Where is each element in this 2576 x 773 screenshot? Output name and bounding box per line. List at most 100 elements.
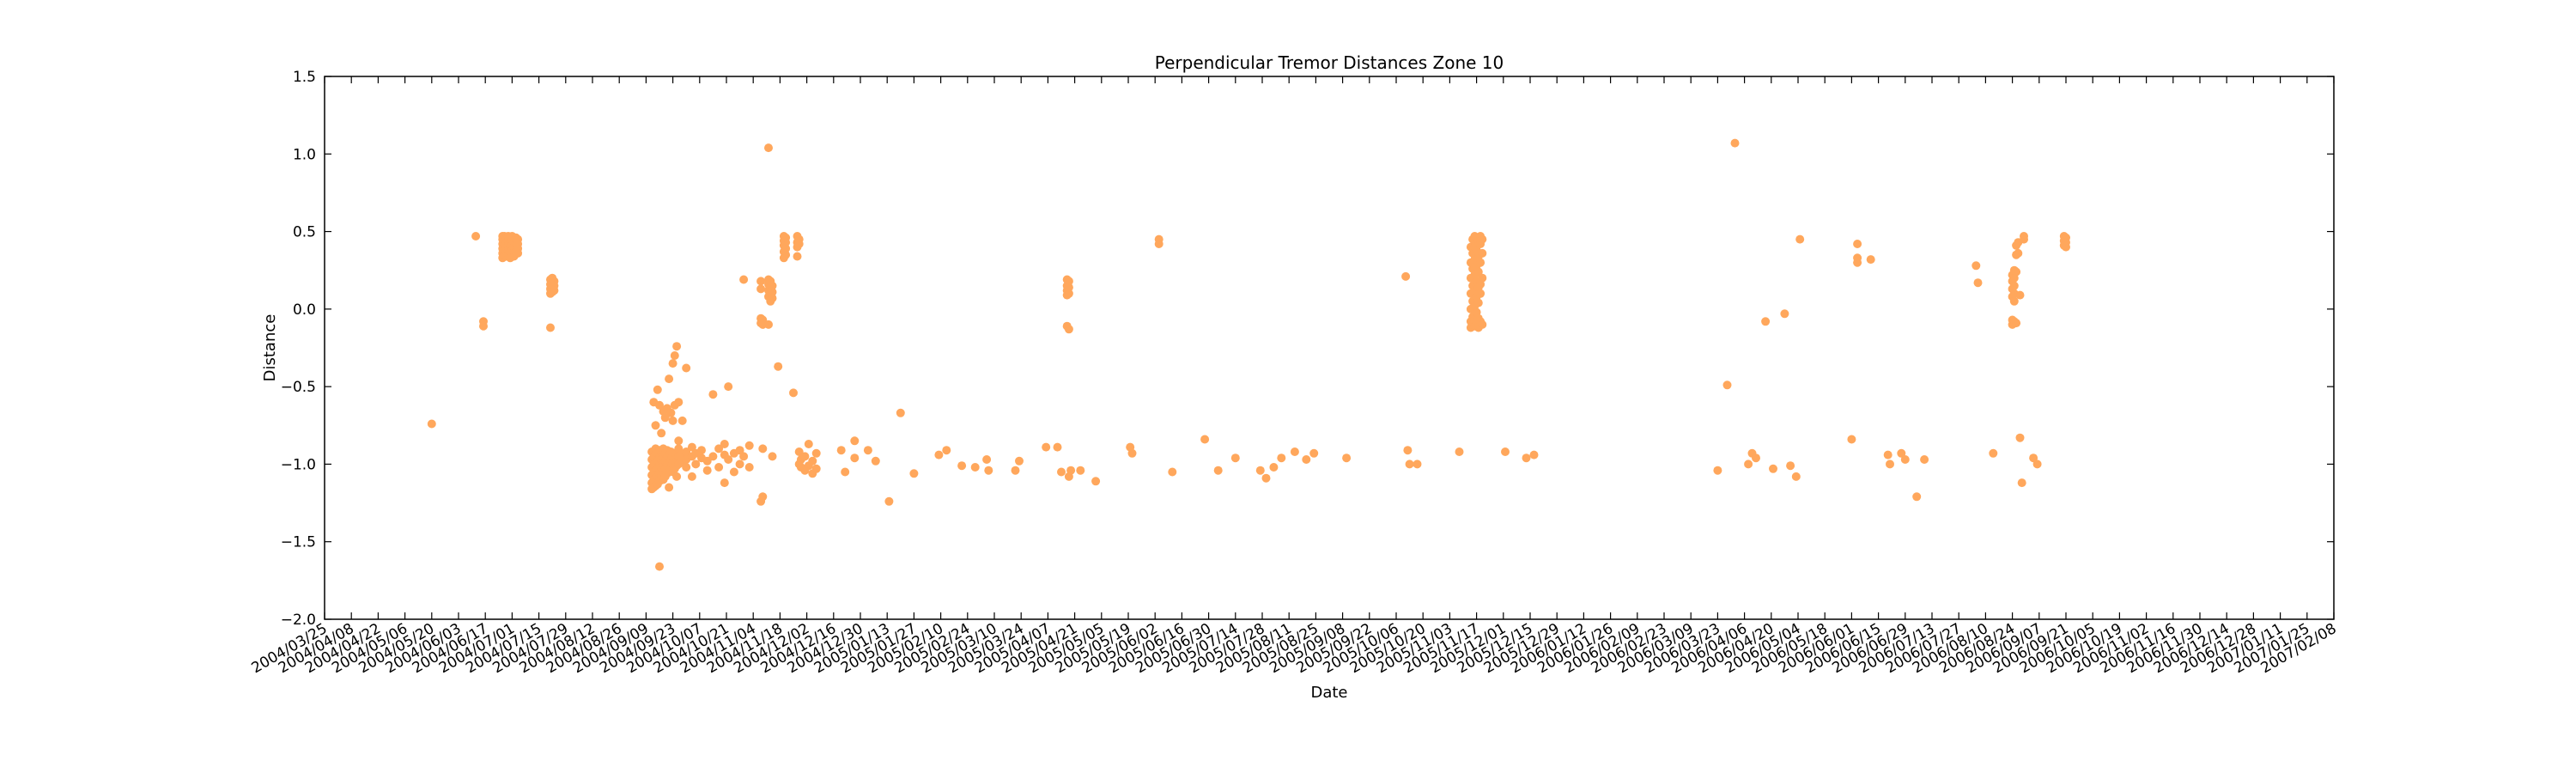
data-point xyxy=(682,463,691,472)
data-point xyxy=(1795,234,1805,244)
data-point xyxy=(739,275,749,284)
data-point xyxy=(1478,234,1487,244)
data-point xyxy=(1154,234,1163,244)
data-point xyxy=(744,463,754,472)
data-point xyxy=(660,413,670,423)
data-point xyxy=(863,446,872,455)
data-point xyxy=(1761,317,1771,326)
chart-title: Perpendicular Tremor Distances Zone 10 xyxy=(1155,52,1504,73)
data-point xyxy=(735,460,744,469)
data-point xyxy=(550,286,559,295)
data-point xyxy=(774,362,783,371)
data-point xyxy=(850,436,860,446)
data-point xyxy=(756,284,766,294)
data-point xyxy=(982,455,992,464)
data-point xyxy=(1897,448,1906,458)
data-point xyxy=(1290,447,1299,456)
data-point xyxy=(1342,453,1352,463)
data-point xyxy=(1473,298,1483,307)
data-point xyxy=(1064,325,1073,334)
data-point xyxy=(2062,242,2070,252)
data-point xyxy=(850,453,860,463)
data-point xyxy=(657,429,666,438)
data-point xyxy=(666,408,676,417)
data-point xyxy=(2029,453,2038,463)
data-point xyxy=(1403,446,1413,455)
data-point xyxy=(768,452,777,461)
data-point xyxy=(1168,467,1177,477)
data-point xyxy=(1200,435,1210,444)
data-point xyxy=(896,408,905,417)
data-point xyxy=(1255,466,1265,475)
data-point xyxy=(1064,283,1073,292)
data-point xyxy=(2017,478,2026,488)
data-point xyxy=(1853,240,1862,248)
data-point xyxy=(811,448,821,458)
data-point xyxy=(674,436,683,446)
data-point xyxy=(702,466,712,475)
data-point xyxy=(811,464,821,473)
data-point xyxy=(672,342,682,351)
data-point xyxy=(1866,255,1875,265)
data-point xyxy=(665,483,674,492)
data-point xyxy=(682,447,691,456)
data-point xyxy=(1730,138,1740,148)
y-tick-label: −2.0 xyxy=(281,612,316,629)
y-axis-label: Distance xyxy=(261,314,279,382)
data-point xyxy=(1269,463,1279,472)
data-point xyxy=(1309,448,1319,458)
data-point xyxy=(1791,472,1801,481)
data-point xyxy=(957,461,967,471)
y-tick-label: −0.5 xyxy=(281,379,316,396)
data-point xyxy=(781,233,791,242)
data-point xyxy=(1261,473,1271,483)
data-point xyxy=(1230,453,1240,463)
data-point xyxy=(1476,258,1485,267)
data-point xyxy=(1277,453,1286,463)
data-point xyxy=(724,455,733,464)
data-point xyxy=(1413,460,1422,469)
data-point xyxy=(934,450,944,460)
y-tick-label: 0.0 xyxy=(293,301,316,319)
data-point xyxy=(691,460,701,469)
data-point xyxy=(1973,278,1983,288)
data-point xyxy=(1302,455,1311,464)
data-point xyxy=(702,456,712,466)
data-point xyxy=(651,421,660,430)
data-point xyxy=(1752,453,1760,463)
data-point xyxy=(758,444,768,453)
data-point xyxy=(1057,467,1066,477)
y-tick-label: 0.5 xyxy=(293,224,316,241)
data-point xyxy=(471,232,481,240)
data-point xyxy=(1989,448,1998,458)
data-point xyxy=(2020,232,2028,240)
data-point xyxy=(2014,248,2023,258)
data-point xyxy=(1920,455,1929,464)
data-point xyxy=(794,447,804,456)
data-point xyxy=(1883,450,1893,460)
data-point xyxy=(1971,261,1981,271)
data-point xyxy=(1769,464,1777,473)
data-point xyxy=(714,463,724,472)
data-point xyxy=(697,446,706,455)
data-point xyxy=(1091,477,1101,486)
data-point xyxy=(781,244,791,253)
data-point xyxy=(808,456,817,466)
data-point xyxy=(970,463,980,472)
y-tick-label: 1.0 xyxy=(293,146,316,163)
data-point xyxy=(665,374,674,384)
data-point xyxy=(668,359,677,368)
data-point xyxy=(2012,319,2021,328)
data-point xyxy=(768,294,777,303)
data-point xyxy=(836,446,846,455)
data-point xyxy=(1405,460,1414,469)
data-point xyxy=(1912,492,1922,502)
data-point xyxy=(427,419,436,429)
data-point xyxy=(841,467,850,477)
y-tick-label: −1.5 xyxy=(281,534,316,551)
data-point xyxy=(1713,466,1722,475)
data-point xyxy=(1786,461,1795,471)
y-tick-label: −1.0 xyxy=(281,456,316,473)
data-point xyxy=(1478,273,1487,283)
